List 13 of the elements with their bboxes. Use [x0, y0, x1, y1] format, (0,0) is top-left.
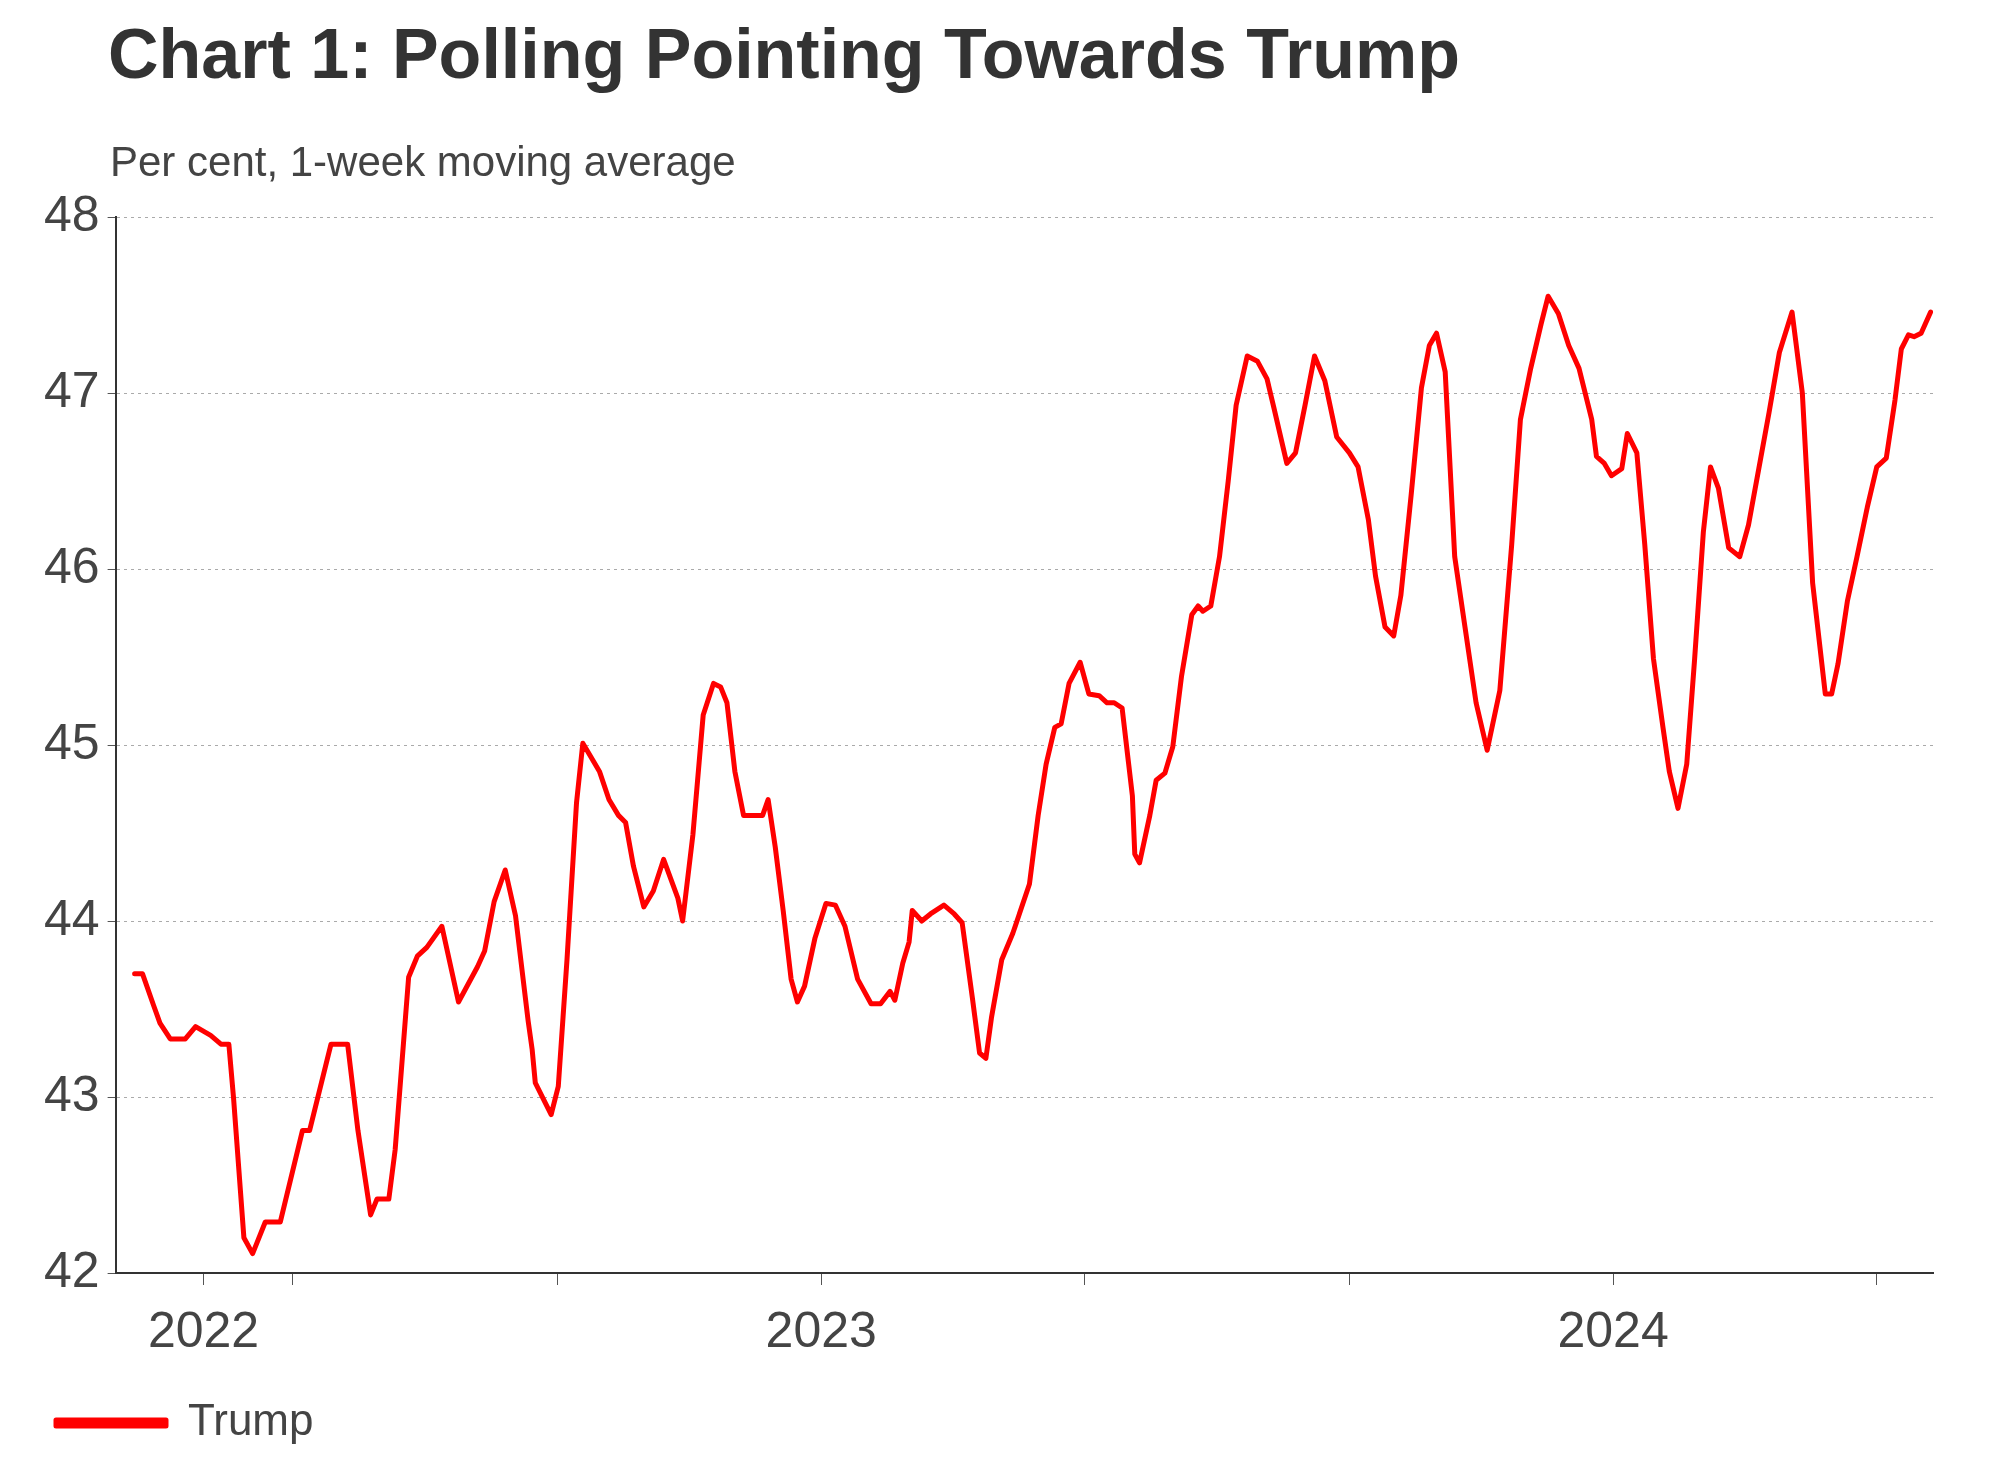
x-tick-label: 2022 [147, 1301, 260, 1358]
legend-label: Trump [188, 1395, 314, 1445]
y-tick-label: 43 [43, 1065, 100, 1122]
chart-subtitle: Per cent, 1-week moving average [110, 138, 736, 186]
y-tick-label: 42 [43, 1241, 100, 1298]
chart-title: Chart 1: Polling Pointing Towards Trump [108, 14, 1461, 94]
y-tick-label: 44 [43, 889, 100, 946]
x-tick-label: 2024 [1557, 1301, 1669, 1358]
x-tick-label: 2023 [765, 1301, 877, 1358]
y-tick-label: 47 [43, 361, 100, 418]
y-tick-label: 45 [43, 713, 100, 770]
y-tick-label: 46 [43, 537, 100, 594]
y-tick-label: 48 [43, 185, 100, 242]
